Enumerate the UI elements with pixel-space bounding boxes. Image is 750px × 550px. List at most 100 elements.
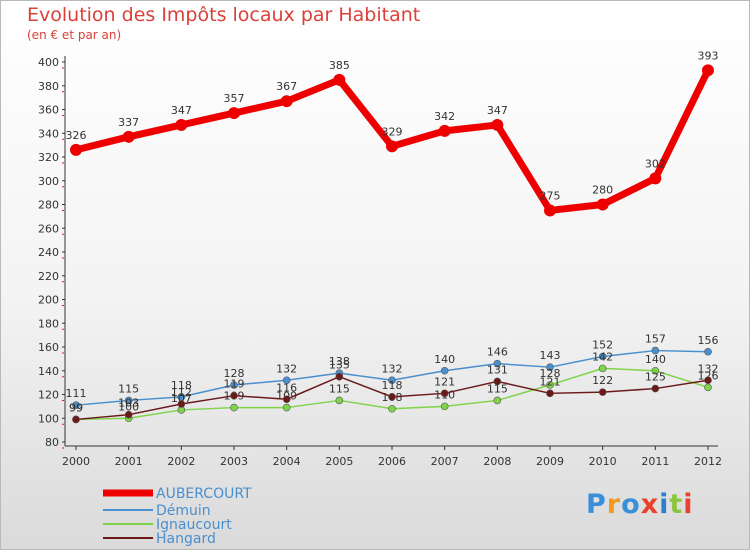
- x-tick-label: 2001: [115, 455, 143, 468]
- data-point: [596, 198, 609, 211]
- data-point: [388, 404, 396, 413]
- data-label: 119: [224, 378, 245, 391]
- data-label: 115: [329, 382, 350, 395]
- data-point: [704, 376, 712, 385]
- data-label: 138: [329, 355, 350, 368]
- y-tick-label: 140: [38, 365, 59, 378]
- data-point: [704, 383, 712, 392]
- logo-letter: o: [621, 489, 641, 520]
- y-tick-label: 120: [38, 389, 59, 402]
- data-point: [333, 73, 346, 86]
- data-point: [544, 204, 556, 217]
- data-label: 128: [224, 367, 245, 380]
- logo-letter: r: [606, 489, 622, 520]
- data-label: 116: [276, 381, 297, 394]
- data-point: [598, 352, 607, 361]
- data-label: 99: [69, 401, 83, 414]
- data-point: [335, 372, 344, 381]
- data-point: [702, 64, 714, 77]
- x-tick-label: 2002: [167, 455, 195, 468]
- data-label: 132: [382, 362, 403, 375]
- y-tick-label: 380: [38, 80, 59, 93]
- y-tick-label: 340: [38, 127, 59, 140]
- data-point: [177, 400, 186, 408]
- y-tick-label: 280: [38, 199, 59, 212]
- data-label: 128: [540, 367, 561, 380]
- data-label: 99: [69, 401, 83, 414]
- data-point: [438, 124, 451, 137]
- data-point: [440, 402, 449, 411]
- data-point: [72, 401, 80, 409]
- data-point: [122, 130, 135, 143]
- data-point: [493, 359, 502, 368]
- data-point: [70, 143, 82, 156]
- data-point: [440, 366, 449, 375]
- data-point: [124, 396, 133, 405]
- data-point: [649, 172, 662, 185]
- data-point: [598, 364, 607, 373]
- logo-letter: i: [683, 489, 694, 520]
- x-tick-label: 2005: [325, 455, 353, 468]
- x-tick-label: 2008: [483, 455, 511, 468]
- data-label: 385: [329, 59, 350, 72]
- y-tick-label: 200: [38, 294, 59, 307]
- data-label: 342: [434, 110, 455, 123]
- data-point: [230, 381, 238, 389]
- data-point: [493, 396, 502, 405]
- data-label: 152: [592, 339, 613, 352]
- y-tick-label: 360: [38, 104, 59, 117]
- y-tick-label: 180: [38, 317, 59, 330]
- data-label: 112: [171, 386, 192, 399]
- y-tick-label: 240: [38, 246, 59, 259]
- data-label: 103: [118, 397, 139, 410]
- data-label: 146: [487, 346, 508, 359]
- x-tick-label: 2009: [536, 455, 564, 468]
- x-tick-label: 2010: [589, 455, 617, 468]
- data-label: 140: [434, 353, 455, 366]
- data-label: 121: [540, 375, 561, 388]
- legend-label: Démuin: [156, 503, 211, 519]
- x-tick-label: 2012: [694, 455, 722, 468]
- data-label: 121: [434, 375, 455, 388]
- data-point: [546, 381, 554, 389]
- data-point: [72, 415, 80, 424]
- data-point: [175, 118, 188, 131]
- data-point: [282, 395, 291, 404]
- data-label: 393: [698, 49, 719, 62]
- data-point: [598, 388, 607, 396]
- data-label: 115: [118, 382, 139, 395]
- data-label: 111: [66, 387, 87, 400]
- y-tick-label: 220: [38, 270, 59, 283]
- data-point: [230, 403, 238, 412]
- data-point: [440, 389, 449, 398]
- data-label: 302: [645, 157, 666, 170]
- data-point: [388, 376, 396, 385]
- x-tick-label: 2003: [220, 455, 248, 468]
- data-label: 357: [224, 92, 245, 105]
- y-tick-label: 300: [38, 175, 59, 188]
- data-point: [651, 384, 660, 393]
- data-label: 100: [118, 400, 139, 413]
- data-point: [651, 366, 660, 375]
- data-label: 367: [276, 80, 297, 93]
- data-label: 326: [66, 129, 87, 142]
- y-tick-label: 320: [38, 151, 59, 164]
- data-label: 132: [276, 362, 297, 375]
- data-label: 118: [382, 379, 403, 392]
- data-label: 142: [592, 350, 613, 363]
- data-label: 135: [329, 359, 350, 372]
- data-point: [228, 107, 240, 120]
- data-point: [546, 389, 554, 398]
- data-label: 122: [592, 374, 613, 387]
- x-tick-label: 2007: [431, 455, 459, 468]
- logo-letter: i: [659, 489, 670, 520]
- logo-letter: t: [669, 489, 684, 520]
- data-point: [704, 347, 712, 356]
- data-point: [388, 393, 396, 401]
- data-label: 115: [487, 382, 508, 395]
- chart-subtitle: (en € et par an): [27, 28, 122, 42]
- data-point: [651, 346, 660, 355]
- data-label: 329: [382, 125, 403, 138]
- data-point: [230, 391, 238, 400]
- legend-label: AUBERCOURT: [156, 486, 252, 502]
